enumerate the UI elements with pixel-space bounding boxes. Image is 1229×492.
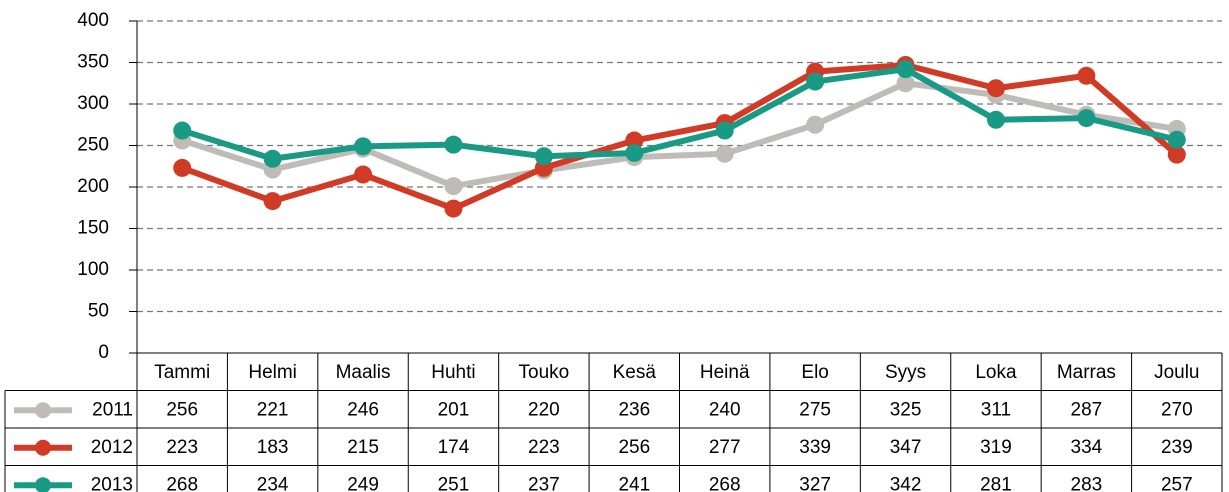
x-tick-label: Kesä [613,362,657,383]
table-value: 347 [890,437,922,458]
table-value: 287 [1071,399,1103,420]
x-tick-label: Loka [975,362,1017,383]
y-tick-label: 100 [77,259,109,280]
x-tick-label: Helmi [248,362,297,383]
table-value: 201 [438,399,470,420]
legend-marker [35,402,51,419]
data-point [896,60,915,79]
y-tick-label: 350 [77,52,109,73]
data-point [444,177,463,196]
data-point [986,79,1005,98]
y-tick-label: 50 [88,301,109,322]
table-value: 237 [528,474,560,492]
series-line [181,61,1179,212]
table-value: 174 [438,437,470,458]
data-point [986,110,1005,129]
x-tick-label: Elo [801,362,828,383]
table-value: 251 [438,474,470,492]
data-point [806,72,825,91]
y-tick-label: 0 [98,342,109,363]
data-point [354,137,373,156]
data-point [1167,130,1186,149]
table-value: 270 [1161,399,1193,420]
table-value: 234 [257,474,289,492]
table-value: 268 [166,474,198,492]
table-value: 215 [347,437,379,458]
data-point [806,115,825,134]
legend-label: 2012 [91,437,133,458]
data-point [896,74,915,93]
table-value: 342 [890,474,922,492]
table-value: 249 [347,474,379,492]
table-value: 220 [528,399,560,420]
y-tick-label: 150 [77,218,109,239]
table-value: 240 [709,399,741,420]
table-value: 256 [166,399,198,420]
data-point [263,149,282,168]
data-point [1077,66,1096,85]
table-value: 275 [799,399,831,420]
data-point [173,158,192,177]
data-point [1077,109,1096,128]
table-value: 327 [799,474,831,492]
table-value: 241 [618,474,650,492]
y-tick-label: 400 [77,10,109,31]
series-line [181,80,1178,190]
table-value: 236 [618,399,650,420]
x-tick-label: Huhti [431,362,475,383]
table-value: 239 [1161,437,1193,458]
legend-label: 2011 [92,399,133,420]
table-value: 223 [528,437,560,458]
x-tick-label: Maalis [336,362,391,383]
data-point [625,131,644,150]
data-point [444,199,463,218]
data-point [715,121,734,140]
table-value: 221 [257,399,289,420]
data-point [625,143,644,162]
x-tick-label: Touko [519,362,570,383]
legend-marker [35,439,51,456]
y-tick-label: 250 [77,135,109,156]
table-value: 268 [709,474,741,492]
table-value: 283 [1071,474,1103,492]
series-line [181,66,1178,162]
legend-marker [35,477,51,492]
table-value: 339 [799,437,831,458]
x-tick-label: Marras [1057,362,1116,383]
x-tick-label: Heinä [700,362,750,383]
table-value: 281 [980,474,1012,492]
data-point [354,165,373,184]
legend-label: 2013 [91,474,133,492]
data-point [263,192,282,211]
table-value: 319 [980,437,1012,458]
data-point [715,144,734,163]
y-tick-label: 200 [77,176,109,197]
table-value: 246 [347,399,379,420]
table-value: 256 [618,437,650,458]
data-point [534,147,553,166]
table-value: 334 [1071,437,1103,458]
data-point [173,121,192,140]
table-value: 311 [981,399,1011,420]
table-value: 325 [890,399,922,420]
table-value: 183 [257,437,289,458]
x-tick-label: Joulu [1154,362,1199,383]
y-tick-label: 300 [77,93,109,114]
table-value: 277 [709,437,741,458]
x-tick-label: Syys [885,362,926,383]
table-value: 223 [166,437,198,458]
table-value: 257 [1161,474,1193,492]
x-tick-label: Tammi [154,362,210,383]
data-point [444,135,463,154]
data-point [1167,145,1186,164]
